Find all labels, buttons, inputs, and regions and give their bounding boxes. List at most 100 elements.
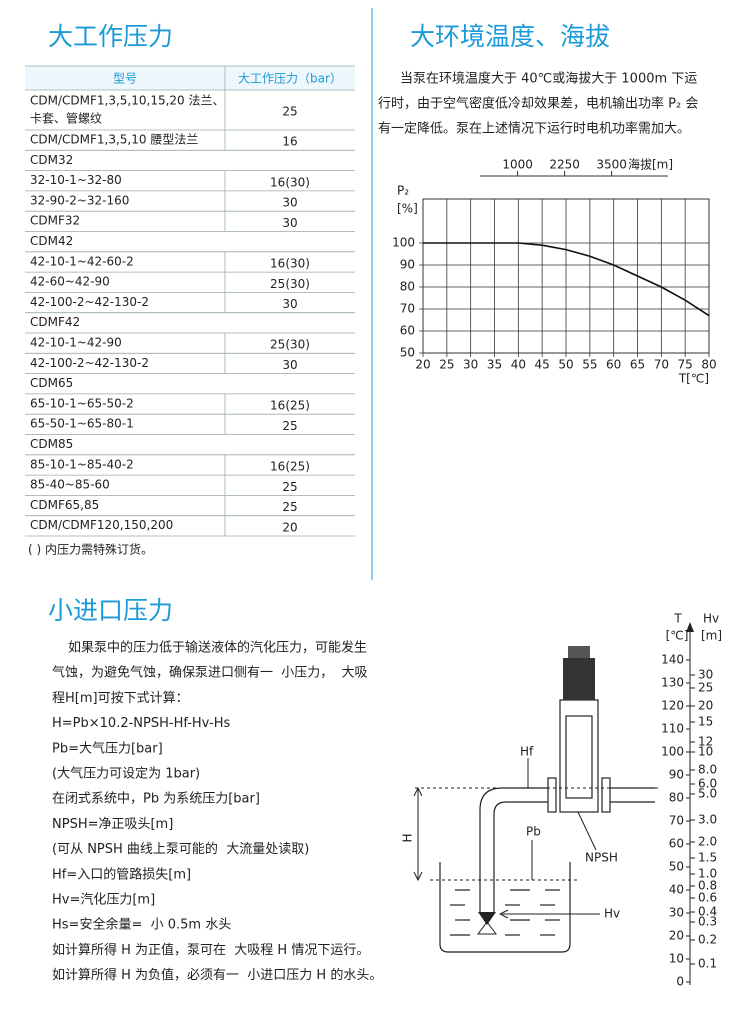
table-cell: 16(30) — [270, 175, 310, 189]
scale-tick-label: 40 — [669, 883, 684, 897]
scale-tick-label: 50 — [669, 860, 684, 874]
scale-tick-label: 5.0 — [698, 787, 717, 801]
y-tick-label: 80 — [400, 280, 415, 294]
table-cell: 85-10-1~85-40-2 — [30, 457, 134, 471]
scale-tick-label: 1.5 — [698, 851, 717, 865]
data-line — [423, 242, 710, 317]
x2-tick-label: 3500 — [596, 158, 627, 172]
table-cell: CDMF65,85 — [30, 498, 99, 512]
table-cell: CDM/CDMF1,3,5,10,15,20 法兰、 — [30, 94, 225, 108]
table-cell: 85-40~85-60 — [30, 478, 110, 492]
paragraph-line: 如计算所得 H 为正值，泵可在 大吸程 H 情况下运行。 — [52, 942, 369, 958]
paragraph-line: 当泵在环境温度大于 40℃或海拔大于 1000m 下运 — [400, 71, 697, 87]
x-tick-label: 45 — [535, 358, 550, 372]
scale-tick-label: 20 — [669, 929, 684, 943]
scale-arrow — [686, 622, 694, 632]
table-cell: CDM32 — [30, 153, 73, 167]
diagram-label: Hf — [520, 745, 534, 759]
scale-label: T — [673, 612, 682, 626]
diagram-label: Pb — [526, 825, 541, 839]
y-tick-label: 70 — [400, 302, 415, 316]
table-header-bg — [25, 66, 355, 90]
scale-tick-label: 15 — [698, 715, 713, 729]
x2-tick-label: 2250 — [549, 158, 580, 172]
diagram-label: Hv — [604, 907, 620, 921]
paragraph-line: 有一定降低。泵在上述情况下运行时电机功率需加大。 — [378, 121, 690, 137]
scale-tick-label: 0.1 — [698, 957, 717, 971]
paragraph-line: 在闭式系统中，Pb 为系统压力[bar] — [52, 792, 260, 807]
x2-tick-label: 1000 — [502, 158, 533, 172]
scale-tick-label: 0 — [676, 975, 684, 989]
scale-tick-label: 80 — [669, 791, 684, 805]
table-note: ( ) 内压力需特殊订货。 — [28, 542, 153, 557]
x2-axis-label: 海拔[m] — [628, 157, 673, 172]
scale-tick-label: 20 — [698, 699, 713, 713]
scale-tick-label: 0.8 — [698, 879, 717, 893]
scale-tick-label: 12 — [698, 735, 713, 749]
paragraph-line: 气蚀，为避免气蚀，确保泵进口侧有一 小压力， 大吸 — [52, 665, 368, 681]
scale-tick-label: 10 — [698, 745, 713, 759]
table-cell: 25 — [282, 500, 297, 514]
x-tick-label: 55 — [582, 358, 597, 372]
x-tick-label: 70 — [654, 358, 669, 372]
scale-tick-label: 120 — [661, 699, 684, 713]
table-cell: CDM/CDMF1,3,5,10 腰型法兰 — [30, 133, 198, 147]
x-tick-label: 75 — [678, 358, 693, 372]
paragraph-line: Pb=大气压力[bar] — [52, 740, 163, 756]
table-header: 大工作压力（bar） — [238, 72, 342, 86]
x-tick-label: 35 — [487, 358, 502, 372]
x-tick-label: 80 — [701, 358, 716, 372]
table-cell: 20 — [282, 520, 297, 534]
paragraph-line: 如计算所得 H 为负值，必须有一 小进口压力 H 的水头。 — [52, 967, 382, 983]
table-cell: 16(25) — [270, 459, 310, 473]
table-cell: 30 — [282, 196, 297, 210]
paragraph-line: (大气压力可设定为 1bar) — [52, 766, 200, 782]
table-cell: CDM65 — [30, 376, 73, 390]
table-cell: 42-100-2~42-130-2 — [30, 295, 149, 309]
table-cell: 30 — [282, 358, 297, 372]
paragraph-line: Hs=安全余量= 小 0.5m 水头 — [52, 917, 231, 933]
scale-tick-label: 90 — [669, 768, 684, 782]
scale-tick-label: 140 — [661, 653, 684, 667]
table-cell: 25 — [282, 480, 297, 494]
section-title: 大环境温度、海拔 — [410, 22, 610, 51]
x-tick-label: 40 — [511, 358, 526, 372]
paragraph-line: Hf=入口的管路损失[m] — [52, 866, 191, 882]
scale-tick-label: 6.0 — [698, 777, 717, 791]
y-tick-label: 60 — [400, 324, 415, 338]
diagram-label: NPSH — [585, 851, 618, 865]
y-axis-label: P₂ — [397, 184, 409, 198]
paragraph-line: 如果泵中的压力低于输送液体的汽化压力，可能发生 — [68, 640, 367, 656]
x-tick-label: 50 — [558, 358, 573, 372]
section-title: 大工作压力 — [48, 22, 173, 51]
scale-tick-label: 10 — [669, 952, 684, 966]
y-tick-label: 50 — [400, 346, 415, 360]
section-title: 小进口压力 — [48, 596, 173, 625]
y-axis-label: [%] — [397, 202, 418, 216]
scale-tick-label: 60 — [669, 837, 684, 851]
table-cell: 25 — [282, 419, 297, 433]
x-tick-label: 30 — [463, 358, 478, 372]
table-cell: 32-90-2~32-160 — [30, 193, 129, 207]
x-axis-label: T[℃] — [678, 372, 709, 386]
scale-tick-label: 110 — [661, 722, 684, 736]
table-cell: 32-10-1~32-80 — [30, 173, 122, 187]
scale-unit: [℃] — [666, 629, 689, 643]
table-cell: 42-10-1~42-60-2 — [30, 254, 134, 268]
scale-tick-label: 30 — [698, 668, 713, 682]
x-tick-label: 25 — [439, 358, 454, 372]
scale-tick-label: 0.2 — [698, 933, 717, 947]
paragraph-line: Hv=汽化压力[m] — [52, 893, 155, 908]
table-cell: CDM85 — [30, 437, 73, 451]
paragraph-line: 程H[m]可按下式计算： — [52, 691, 189, 706]
table-cell: CDM42 — [30, 234, 73, 248]
paragraph-line: (可从 NPSH 曲线上泵可能的 大流量处读取) — [52, 841, 309, 857]
scale-tick-label: 100 — [661, 745, 684, 759]
table-header: 型号 — [113, 72, 137, 86]
diagram-label: H — [401, 833, 415, 842]
table-cell: 65-10-1~65-50-2 — [30, 396, 134, 410]
table-cell: 65-50-1~65-80-1 — [30, 417, 134, 431]
scale-tick-label: 70 — [669, 814, 684, 828]
table-cell: 42-60~42-90 — [30, 275, 110, 289]
